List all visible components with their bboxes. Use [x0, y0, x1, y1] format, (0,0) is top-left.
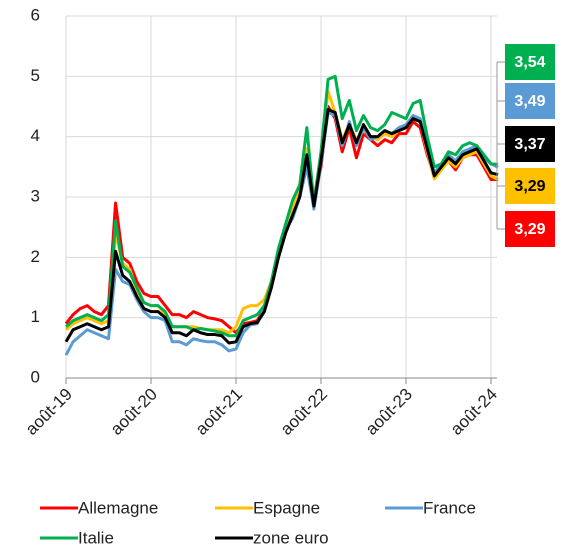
- x-tick-label: août-19: [22, 385, 76, 439]
- value-label: 3,49: [514, 93, 545, 110]
- value-label: 3,29: [514, 221, 545, 238]
- legend-label: Espagne: [253, 498, 320, 517]
- y-tick-label: 6: [31, 5, 40, 24]
- legend-label: France: [423, 498, 476, 517]
- value-label: 3,37: [514, 136, 545, 153]
- series-line: [64, 108, 499, 345]
- value-box: [505, 83, 555, 119]
- y-tick-label: 3: [31, 186, 40, 205]
- value-label: 3,29: [514, 178, 545, 195]
- value-box: [505, 44, 555, 80]
- value-box: [505, 168, 555, 204]
- legend-label: zone euro: [253, 528, 329, 547]
- value-box: [505, 126, 555, 162]
- value-label: 3,54: [514, 54, 545, 71]
- y-tick-label: 2: [31, 247, 40, 266]
- y-tick-label: 5: [31, 66, 40, 85]
- x-tick-label: août-23: [362, 385, 416, 439]
- series-line: [64, 105, 499, 335]
- x-tick-label: août-24: [447, 385, 501, 439]
- legend-label: Allemagne: [78, 498, 158, 517]
- series-line: [65, 89, 499, 335]
- x-tick-label: août-22: [277, 385, 331, 439]
- y-tick-label: 0: [31, 367, 40, 386]
- x-tick-label: août-21: [192, 385, 246, 439]
- y-tick-label: 4: [31, 126, 40, 145]
- y-tick-label: 1: [31, 307, 40, 326]
- value-box: [505, 211, 555, 247]
- legend-label: Italie: [78, 528, 114, 547]
- x-tick-label: août-20: [107, 385, 161, 439]
- series-line: [65, 74, 499, 338]
